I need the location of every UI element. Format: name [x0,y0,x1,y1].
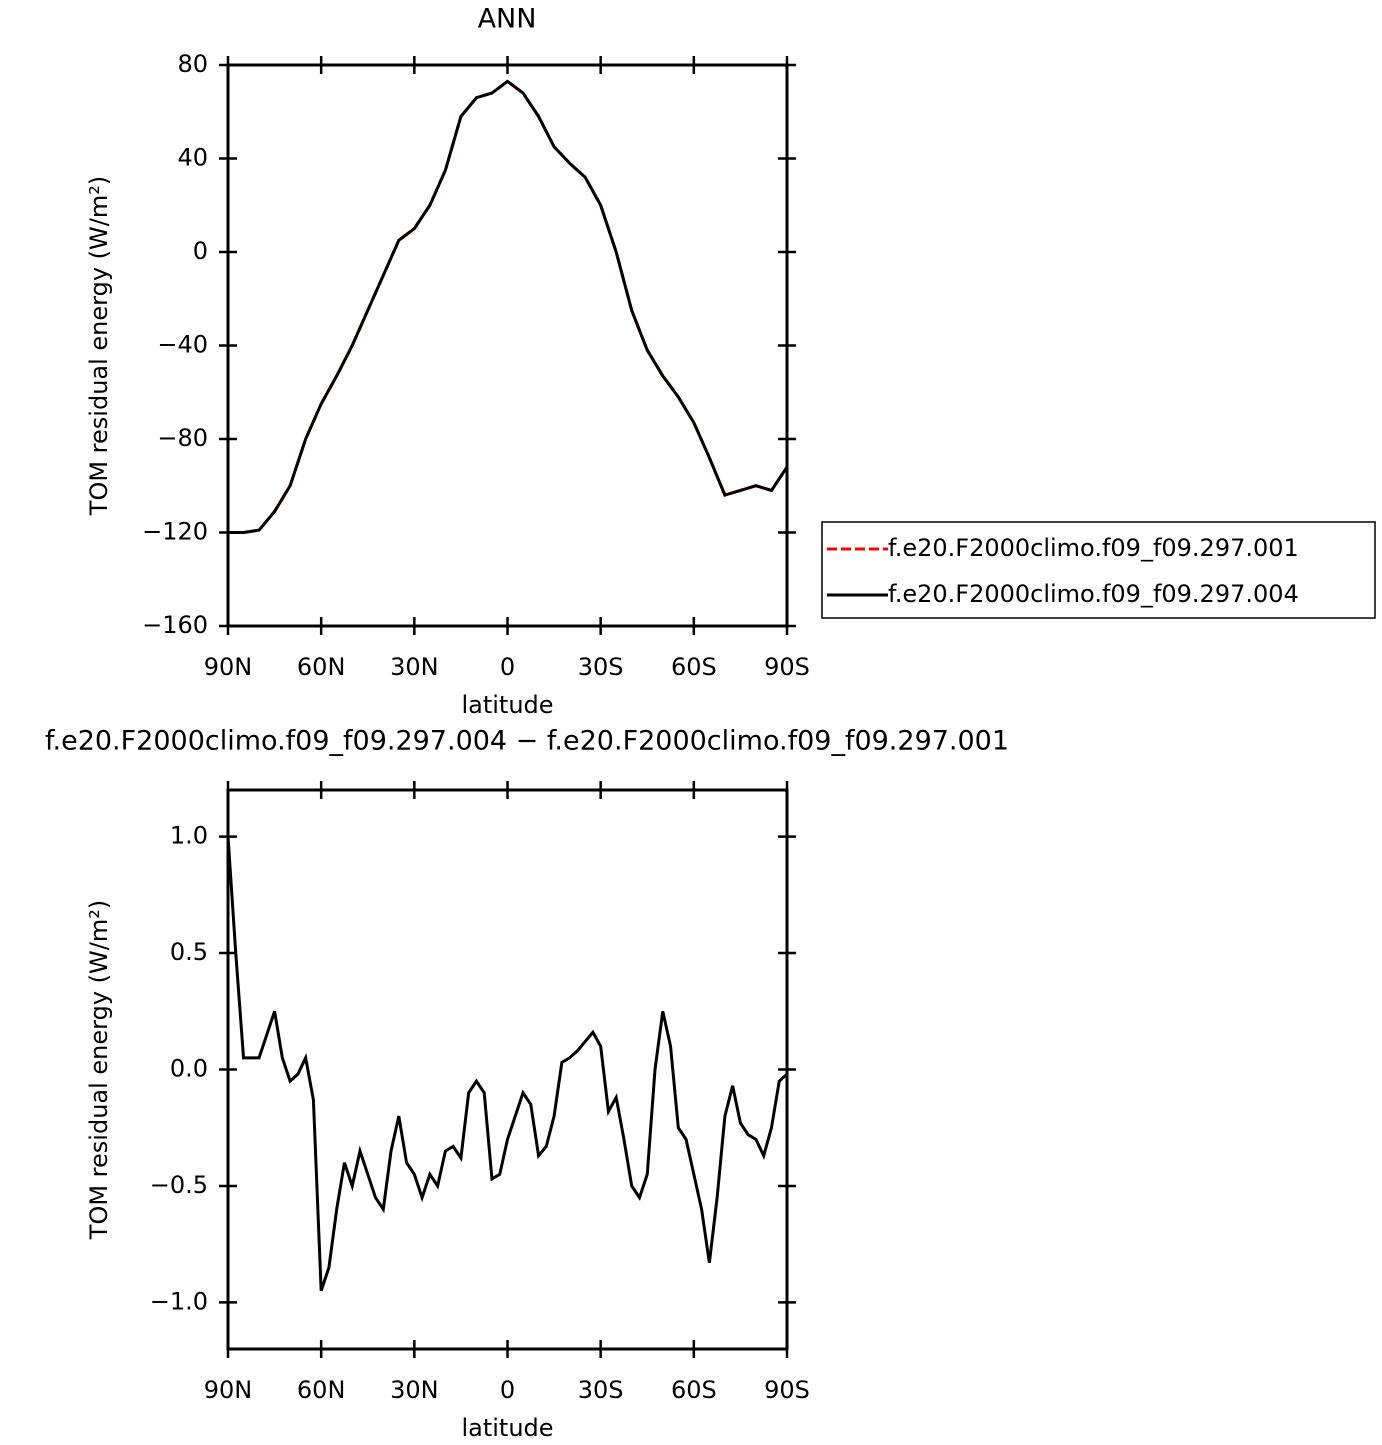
x-tick-label: 0 [500,1376,515,1404]
plot-frame [226,63,789,628]
y-tick-label: −160 [142,611,208,639]
chart-title: f.e20.F2000climo.f09_f09.297.004 − f.e20… [45,726,1009,757]
y-tick-label: −40 [157,331,208,359]
data-line [226,836,789,1292]
x-tick-label: 90S [764,653,810,681]
legend-label: f.e20.F2000climo.f09_f09.297.001 [888,534,1299,562]
x-tick-label: 60S [671,653,717,681]
y-tick-label: 0.5 [170,938,208,966]
data-line [228,79,789,534]
y-axis-label: TOM residual energy (W/m²) [85,900,113,1240]
plot-frame [226,788,789,1351]
y-tick-label: −80 [157,424,208,452]
x-tick-label: 60N [297,1376,346,1404]
x-tick-label: 90N [204,653,253,681]
x-tick-label: 30S [578,653,624,681]
x-tick-label: 30N [390,1376,439,1404]
x-tick-label: 90N [204,1376,253,1404]
data-line [228,79,789,534]
x-tick-label: 0 [500,653,515,681]
y-tick-label: 40 [177,144,208,172]
x-axis-label: latitude [461,1414,553,1442]
legend-label: f.e20.F2000climo.f09_f09.297.004 [888,580,1299,608]
y-tick-label: 0 [193,237,208,265]
x-axis-label: latitude [461,691,553,719]
y-tick-label: −1.0 [150,1287,208,1315]
y-tick-label: 1.0 [170,822,208,850]
y-tick-label: 80 [177,50,208,78]
y-tick-label: 0.0 [170,1055,208,1083]
x-tick-label: 60S [671,1376,717,1404]
chart-title: ANN [478,4,537,35]
x-tick-label: 60N [297,653,346,681]
x-tick-label: 90S [764,1376,810,1404]
y-tick-label: −0.5 [150,1171,208,1199]
y-tick-label: −120 [142,518,208,546]
y-axis-label: TOM residual energy (W/m²) [85,176,113,516]
x-tick-label: 30N [390,653,439,681]
x-tick-label: 30S [578,1376,624,1404]
legend-box [821,521,1376,619]
